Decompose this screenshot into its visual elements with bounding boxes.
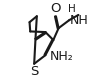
Text: NH₂: NH₂ xyxy=(49,50,73,63)
Text: H: H xyxy=(68,4,76,14)
Text: O: O xyxy=(51,2,61,15)
Text: NH: NH xyxy=(70,14,89,27)
Text: S: S xyxy=(30,65,38,78)
